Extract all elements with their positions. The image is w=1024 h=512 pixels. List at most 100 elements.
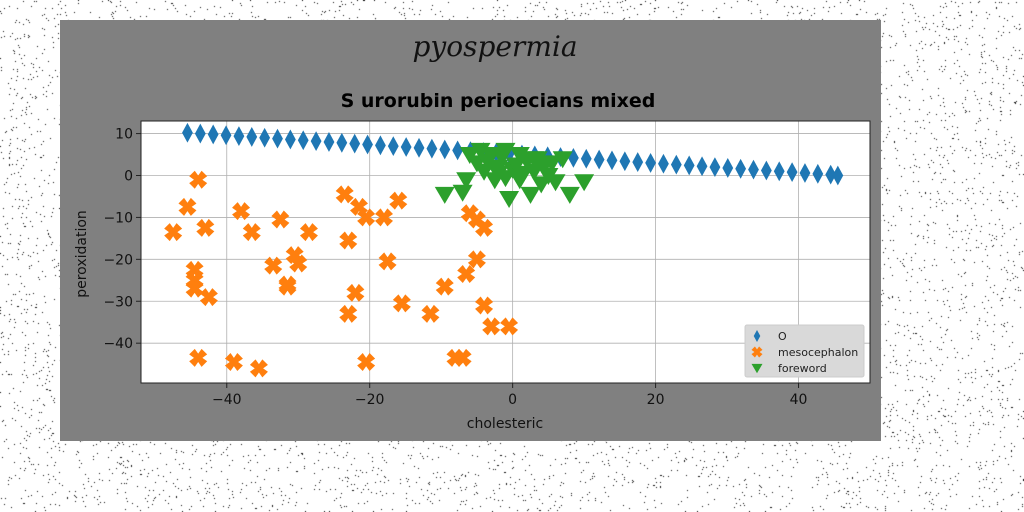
series-0-point	[182, 122, 193, 143]
axis-ticks: −40 −20 0 20 40 10 0 −10 −20 −30 −40	[103, 127, 807, 408]
series-0-point	[760, 160, 772, 181]
x-tick-label: 20	[647, 392, 665, 408]
legend-label: mesocephalon	[778, 346, 858, 359]
chart-suptitle: pyospermia	[412, 30, 577, 63]
series-0-point	[696, 156, 708, 177]
series-0-point	[246, 127, 258, 147]
series-1-point	[335, 185, 354, 204]
series-0-point	[832, 165, 844, 186]
series-0-point	[375, 135, 386, 156]
legend-box	[744, 324, 865, 378]
plot-frame	[140, 120, 871, 384]
series-1-point	[299, 223, 318, 242]
x-tick-label: −40	[212, 392, 242, 408]
series-0-point	[233, 126, 245, 146]
series-0-point	[658, 153, 669, 174]
series-0-point	[748, 159, 759, 180]
series-0-point	[310, 131, 322, 152]
series-1-point	[357, 353, 376, 372]
series-0-point	[413, 137, 425, 158]
series-0-point	[387, 136, 399, 157]
y-tick-label: −40	[103, 336, 133, 352]
series-0-point	[645, 153, 656, 173]
series-2-point	[474, 163, 495, 181]
series-1-point	[178, 197, 197, 216]
series-foreword-points	[434, 142, 595, 209]
series-1-point	[196, 218, 215, 237]
series-1-point	[375, 208, 393, 227]
data-marks	[164, 122, 844, 378]
series-0-point	[426, 138, 438, 159]
series-0-point	[259, 127, 271, 148]
series-0-point	[362, 134, 373, 155]
series-2-point	[524, 151, 545, 169]
chart-title: S urorubin perioecians mixed	[341, 90, 656, 112]
series-1-point	[185, 279, 204, 298]
series-1-point	[392, 294, 411, 313]
series-0-point	[323, 132, 335, 152]
series-1-point	[271, 210, 290, 229]
series-0-point	[799, 163, 811, 183]
series-1-point	[467, 250, 486, 269]
series-1-point	[232, 202, 251, 221]
series-0-point	[400, 137, 412, 157]
series-2-point	[574, 174, 595, 192]
series-0-point	[452, 140, 464, 161]
series-0-point	[632, 152, 644, 172]
y-tick-label: 0	[124, 168, 133, 184]
series-0-point	[207, 124, 219, 145]
series-1-point	[453, 348, 472, 367]
series-mesocephalon-points	[164, 170, 519, 378]
series-2-point	[456, 172, 477, 190]
series-1-point	[389, 191, 408, 210]
series-0-point	[722, 158, 734, 178]
series-0-point	[670, 154, 682, 175]
series-2-point	[552, 151, 573, 169]
series-0-point	[349, 133, 361, 154]
series-1-point	[242, 223, 261, 242]
series-0-point	[709, 157, 721, 178]
series-2-point	[452, 184, 473, 202]
legend-marker	[751, 363, 763, 374]
series-1-point	[475, 218, 494, 237]
y-tick-label: −10	[103, 210, 133, 226]
series-0-point	[297, 130, 309, 151]
series-1-point	[457, 265, 476, 284]
series-1-point	[346, 283, 365, 302]
series-1-point	[249, 359, 268, 378]
legend-label: foreword	[778, 362, 827, 375]
series-0-point	[220, 125, 232, 146]
series-1-point	[199, 288, 218, 307]
series-0-point	[439, 139, 451, 160]
series-0-point	[194, 123, 206, 144]
series-0-point	[593, 149, 605, 170]
x-axis-label: cholesteric	[467, 416, 543, 432]
series-1-point	[224, 353, 243, 372]
series-1-point	[164, 223, 183, 242]
series-2-point	[520, 186, 541, 204]
series-1-point	[189, 348, 208, 367]
series-0-point	[272, 128, 283, 149]
series-1-point	[378, 252, 397, 271]
series-1-point	[189, 170, 208, 189]
series-0-point	[619, 151, 631, 172]
series-1-point	[500, 317, 519, 336]
series-0-point	[606, 150, 618, 171]
series-1-point	[357, 208, 376, 227]
y-tick-label: 10	[115, 127, 133, 143]
series-1-point	[278, 277, 297, 296]
legend-label: O	[778, 330, 787, 343]
y-tick-label: −30	[103, 294, 133, 310]
series-0-point	[773, 161, 785, 182]
series-0-point	[683, 155, 695, 176]
series-2-point	[488, 165, 509, 183]
series-1-point	[421, 304, 440, 323]
y-tick-label: −20	[103, 252, 133, 268]
series-0-point	[825, 164, 837, 185]
series-1-point	[435, 277, 454, 296]
series-0-point	[786, 162, 798, 183]
series-0-point	[580, 148, 592, 169]
series-0-point	[735, 158, 747, 179]
